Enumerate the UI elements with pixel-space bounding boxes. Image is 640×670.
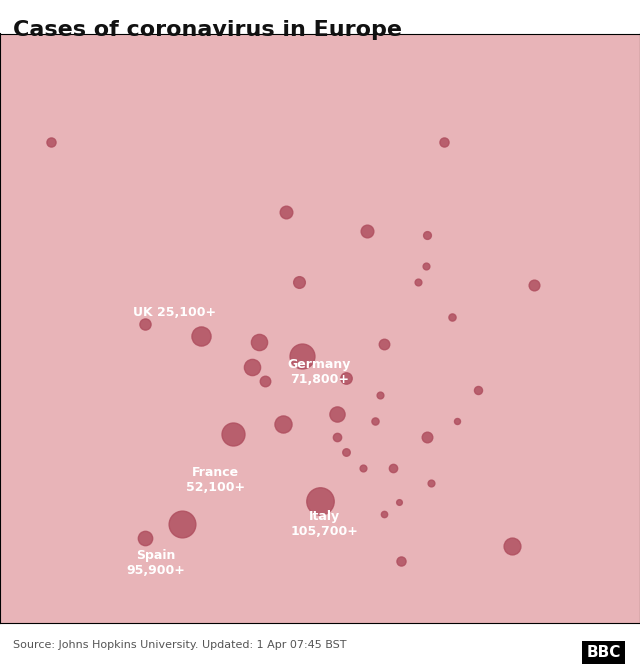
- Point: [374, 390, 385, 401]
- Point: [253, 337, 264, 348]
- Point: [294, 277, 304, 287]
- Point: [297, 351, 307, 362]
- Text: UK 25,100+: UK 25,100+: [133, 306, 216, 320]
- Point: [473, 385, 483, 396]
- Point: [332, 431, 342, 442]
- Point: [281, 206, 291, 217]
- Text: France
52,100+: France 52,100+: [186, 466, 246, 494]
- Point: [379, 338, 389, 349]
- Point: [394, 496, 404, 507]
- Point: [422, 230, 432, 241]
- Point: [371, 416, 381, 427]
- Point: [315, 495, 325, 506]
- Point: [332, 408, 342, 419]
- Text: Cases of coronavirus in Europe: Cases of coronavirus in Europe: [13, 20, 402, 40]
- Point: [396, 555, 406, 566]
- Point: [246, 362, 257, 373]
- Point: [422, 431, 432, 442]
- Point: [46, 137, 56, 147]
- Point: [413, 277, 423, 287]
- Point: [438, 137, 449, 147]
- Point: [447, 312, 458, 323]
- Text: BBC: BBC: [586, 645, 621, 660]
- Point: [420, 261, 431, 271]
- Point: [228, 428, 238, 439]
- Point: [140, 533, 150, 543]
- Point: [362, 225, 372, 236]
- Point: [387, 462, 397, 473]
- Point: [278, 419, 289, 430]
- Point: [451, 416, 461, 427]
- Point: [529, 279, 540, 290]
- Text: Source: Johns Hopkins University. Updated: 1 Apr 07:45 BST: Source: Johns Hopkins University. Update…: [13, 640, 346, 650]
- Point: [426, 478, 436, 489]
- Point: [358, 462, 368, 473]
- Point: [340, 373, 351, 383]
- Point: [177, 519, 187, 529]
- Point: [379, 509, 389, 520]
- Point: [340, 447, 351, 458]
- Text: Germany
71,800+: Germany 71,800+: [287, 358, 351, 386]
- Point: [195, 331, 205, 342]
- Point: [507, 540, 517, 551]
- Point: [260, 376, 271, 387]
- Point: [140, 318, 150, 329]
- Text: Italy
105,700+: Italy 105,700+: [291, 510, 358, 538]
- Text: Spain
95,900+: Spain 95,900+: [127, 549, 186, 577]
